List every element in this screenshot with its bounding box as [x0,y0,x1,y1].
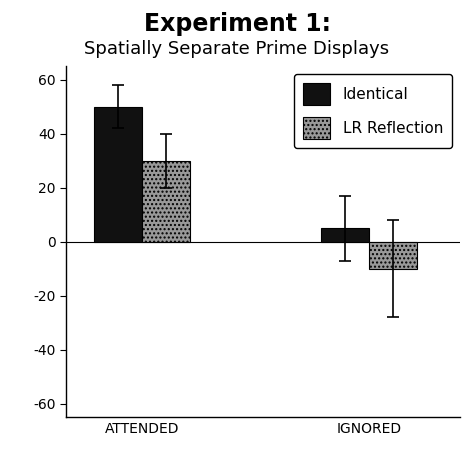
Bar [142,161,191,242]
Text: Experiment 1:: Experiment 1: [144,12,330,36]
Bar [369,242,418,269]
Text: Spatially Separate Prime Displays: Spatially Separate Prime Displays [84,40,390,58]
Bar [320,228,369,242]
Bar [93,107,142,242]
Legend: Identical, LR Reflection: Identical, LR Reflection [294,74,452,148]
